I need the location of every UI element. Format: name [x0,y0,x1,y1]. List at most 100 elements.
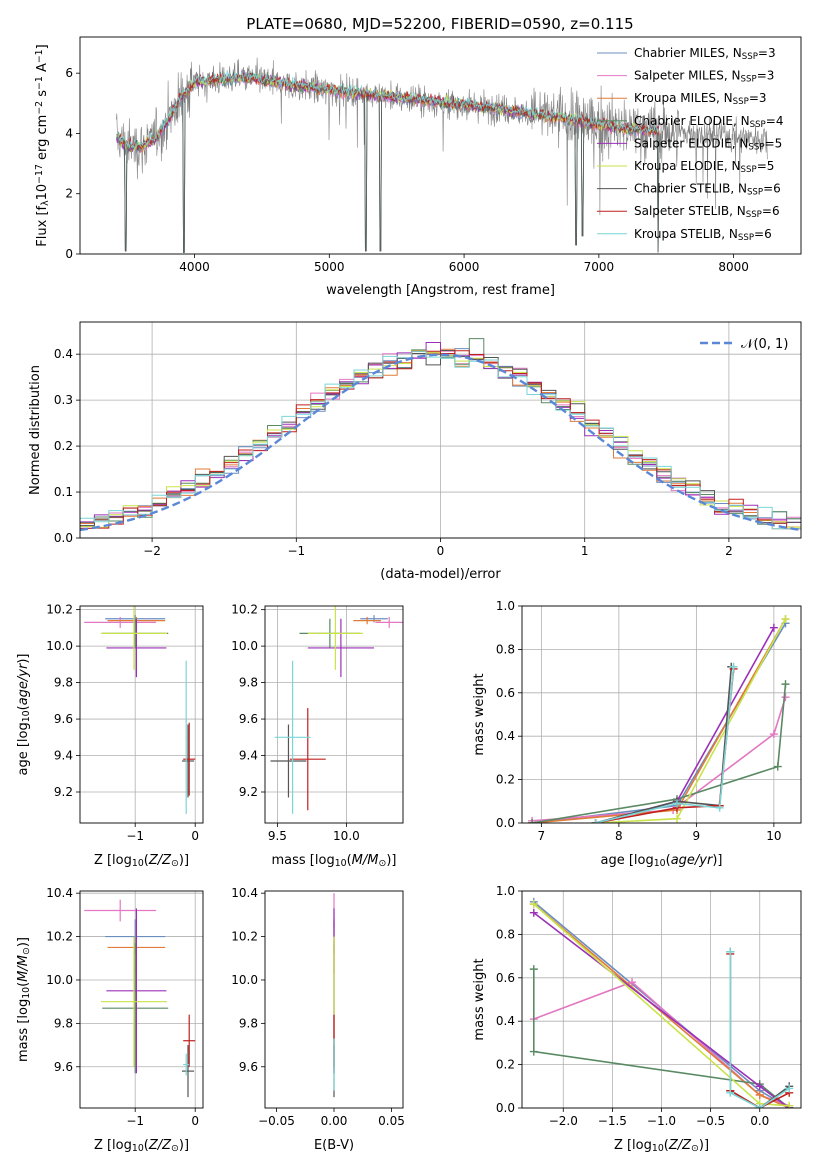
mass_weight_vs_Z-ytick-label: 0.8 [496,927,515,941]
mass_weight_vs_Z-series-chabrier-elodie [533,969,790,1108]
residuals-ytick-label: 0.4 [54,347,73,361]
spectrum-title: PLATE=0680, MJD=52200, FIBERID=0590, z=0… [246,15,633,33]
spectrum-ylabel-part: −1 [34,76,45,90]
spectrum-legend-label-part: SSP [741,165,757,175]
age_vs_mass-frame [264,605,404,824]
mass_vs_EBV-xtick-label: −0.05 [258,1114,295,1128]
mass_weight_vs_Z-xtick-label: 0.0 [750,1114,769,1128]
mass_weight_vs_age-series-kroupa-elodie-marker [673,814,681,823]
age-vs-z-ylabel: age [log10(age/yr)] [16,653,32,775]
mass_weight_vs_age-series-salpeter-miles-marker [781,693,790,702]
residuals-ytick-label: 0.0 [54,531,73,545]
mass_weight_vs_age-series-chabrier-elodie-marker [781,680,790,689]
mass_weight_vs_Z-series-kroupa-stelib-marker [785,1084,794,1093]
mass_weight_vs_age-series-kroupa-stelib-marker [673,799,681,808]
mass-vs-z-xlabel-part: ( [144,1138,149,1153]
age-vs-mass-xlabel-part: mass [log [272,853,335,868]
mass_weight_vs_Z-xtick-label: −2.0 [549,1114,578,1128]
spectrum-legend-label-part: SSP [733,97,749,107]
mass-vs-z-ylabel-part: 10 [21,987,32,999]
age-vs-z-ylabel-part: ( [16,705,31,710]
age-vs-z-ylabel-part: age [log [16,722,31,775]
spectrum-legend-label: Salpeter MILES, NSSP=3 [634,69,774,85]
age-vs-mass-xlabel-part: M/M [352,853,379,868]
mass-weight-vs-z-xlabel-part: Z/Z [668,1138,692,1153]
spectrum-legend-label-part: SSP [750,120,766,130]
mass_weight_vs_Z-ytick-label: 1.0 [496,884,515,898]
spectrum-ylabel-part: −2 [34,101,45,115]
age-vs-z-ylabel-part: age/yr [16,662,31,705]
mass-vs-z-ylabel-part: ( [16,982,31,987]
mass_weight_vs_Z-series-salpeter-miles-marker [628,978,637,987]
spectrum-legend-label-part: Chabrier STELIB, N [634,182,747,196]
mass_vs_EBV-ytick-label: 9.8 [239,1016,258,1030]
spectrum-legend-label-part: Kroupa ELODIE, N [634,159,741,173]
spectrum-legend-label-part: Kroupa STELIB, N [634,227,738,241]
mass_weight_vs_age-xtick-label: 8 [615,829,623,843]
spectrum-xtick-label: 4000 [179,260,210,274]
spectrum-legend-label-part: Salpeter ELODIE, N [634,136,748,150]
mass-vs-z-xlabel: Z [log10(Z/Z⊙)] [94,1138,189,1154]
mass_weight_vs_age-frame [521,605,802,824]
spectrum-ylabel-part: λ [40,200,51,206]
spectrum-ytick-label: 4 [65,126,73,140]
mass_weight_vs_Z-series-salpeter-elodie-marker [529,908,538,917]
spectrum-ytick-label: 0 [65,247,73,261]
mass-vs-z-ylabel-part: M/M [16,955,31,982]
mass_vs_EBV-ytick-label: 9.6 [239,1060,258,1074]
mass_weight_vs_age-xtick-label: 7 [538,829,546,843]
spectrum-legend-label-part: =3 [757,69,775,83]
mass-weight-vs-age-xlabel-part: 10 [654,858,666,869]
mass_weight_vs_age-series-chabrier-elodie-marker [528,819,537,823]
age_vs_Z-ytick-label: 9.6 [54,712,73,726]
spectrum-legend-label: Chabrier MILES, NSSP=3 [634,46,776,62]
age_vs_mass-xtick-label: 10.0 [333,829,360,843]
age_vs_mass-ytick-label: 10.2 [231,603,258,617]
residuals-xtick-label: 2 [725,544,733,558]
mass-weight-vs-age-xlabel-part: age/yr [671,853,714,868]
spectrum-ylabel-part: s [35,90,50,101]
residuals-xtick-label: 0 [437,544,445,558]
spectrum-legend-label-part: Chabrier MILES, N [634,46,742,60]
age-vs-z-xlabel-part: 10 [132,858,144,869]
spectrum-xtick-label: 5000 [314,260,345,274]
mass_weight_vs_Z-ytick-label: 0.6 [496,971,515,985]
spectrum-ylabel-part: −1 [34,49,45,63]
spectrum-legend-label-part: Salpeter MILES, N [634,69,741,83]
spectrum-ylabel-part: ] [35,44,50,49]
spectrum-legend-label: Salpeter STELIB, NSSP=6 [634,204,780,220]
mass_weight_vs_age-series-chabrier-elodie-marker [773,762,782,771]
mass_vs_EBV-ytick-label: 10.4 [231,886,258,900]
mass-weight-vs-z-xlabel-part: Z [log [614,1138,652,1153]
spectrum-legend-label-part: SSP [748,143,764,153]
spectrum-legend-label-part: =6 [762,204,780,218]
mass_vs_Z-ytick-label: 10.0 [46,973,73,987]
spectrum-plot [116,57,768,253]
spectrum-legend-label-part: =3 [749,91,767,105]
age-vs-z-xlabel-part: )] [179,853,189,868]
spectrum-xlabel: wavelength [Angstrom, rest frame] [326,283,555,298]
mass_weight_vs_age-ytick-label: 0.4 [496,729,515,743]
mass-vs-z-ylabel: mass [log10(M/M⊙)] [16,937,32,1062]
mass-vs-z-xlabel-part: Z/Z [148,1138,172,1153]
age_vs_mass-ytick-label: 9.2 [239,785,258,799]
age-vs-z-xlabel-part: Z [log [94,853,132,868]
mass-vs-ebv-xlabel: E(B-V) [314,1138,354,1153]
spectrum-ytick-label: 2 [65,187,73,201]
spectrum-xtick-label: 8000 [718,260,749,274]
mass_weight_vs_Z-series-kroupa-stelib-marker [726,947,735,956]
mass_weight_vs_Z-xtick-label: −0.5 [696,1114,725,1128]
mass_weight_vs_Z-xtick-label: −1.5 [598,1114,627,1128]
age_vs_Z-xtick-label: 0 [191,829,199,843]
mass_weight_vs_age-ytick-label: 0.2 [496,773,515,787]
mass-vs-z-xlabel-part: 10 [132,1143,144,1154]
mass_weight_vs_age-series-salpeter-miles-marker [769,730,778,739]
mass_vs_EBV-ytick-label: 10.0 [231,973,258,987]
spectrum-legend-label-part: SSP [747,188,763,198]
mass_weight_vs_age-xtick-label: 9 [693,829,701,843]
spectrum-model-kroupa-stelib [116,70,660,150]
mass_weight_vs_age-series-chabrier-elodie [531,684,787,823]
residuals-xtick-label: −2 [143,544,161,558]
spectrum-legend-label-part: =5 [757,159,775,173]
